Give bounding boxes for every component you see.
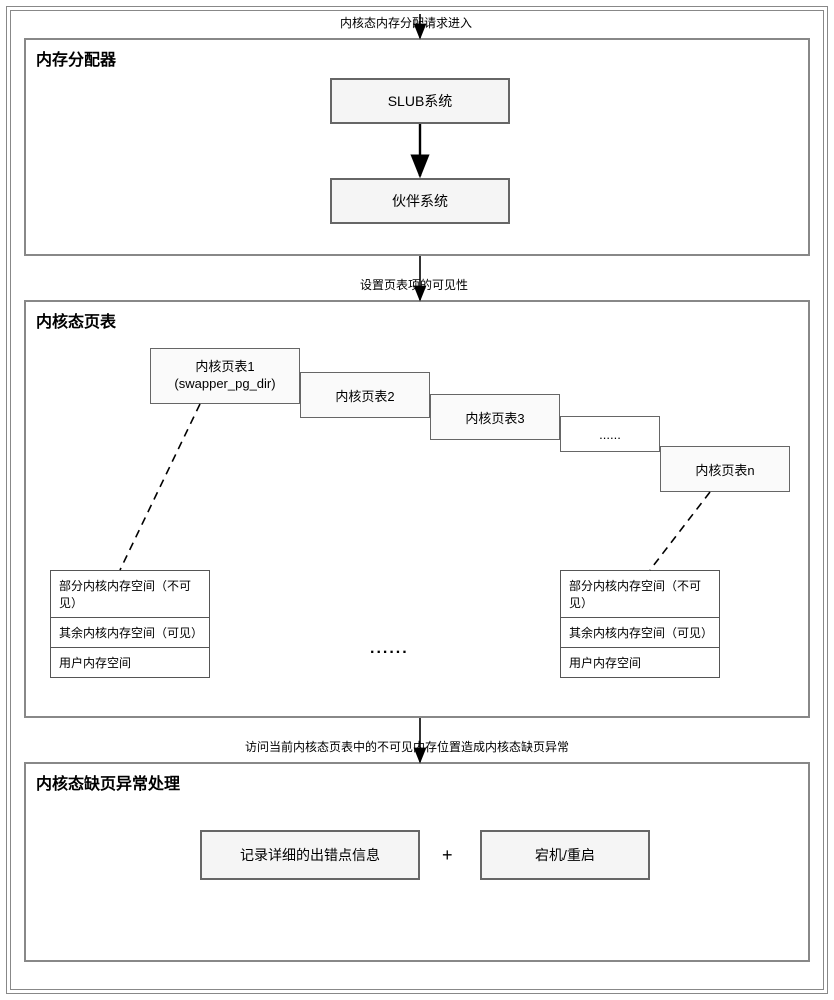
node-pt1-line2: (swapper_pg_dir) (174, 376, 275, 393)
memory-stack-right: 部分内核内存空间（不可见） 其余内核内存空间（可见） 用户内存空间 (560, 570, 720, 678)
node-buddy: 伙伴系统 (330, 178, 510, 224)
plus-label: + (442, 845, 453, 866)
section-allocator-title: 内存分配器 (36, 46, 116, 70)
section-pagetable-title: 内核态页表 (36, 308, 116, 332)
stack-left-row2: 其余内核内存空间（可见） (51, 618, 209, 648)
node-buddy-label: 伙伴系统 (392, 191, 448, 211)
node-crash-label: 宕机/重启 (535, 845, 595, 865)
section-fault-title: 内核态缺页异常处理 (36, 770, 180, 794)
node-slub-label: SLUB系统 (388, 91, 453, 111)
node-pt2-label: 内核页表2 (335, 386, 394, 405)
stack-left-row3: 用户内存空间 (51, 648, 209, 677)
set-visibility-label: 设置页表项的可见性 (360, 276, 468, 293)
node-pt1-line1: 内核页表1 (195, 359, 254, 376)
node-pt2: 内核页表2 (300, 372, 430, 418)
stack-right-row3: 用户内存空间 (561, 648, 719, 677)
memory-stack-left: 部分内核内存空间（不可见） 其余内核内存空间（可见） 用户内存空间 (50, 570, 210, 678)
node-pt-ellipsis-label: ...... (599, 427, 621, 442)
stack-ellipsis: ...... (370, 640, 409, 658)
node-crash: 宕机/重启 (480, 830, 650, 880)
node-pt-ellipsis: ...... (560, 416, 660, 452)
fault-cause-label: 访问当前内核态页表中的不可见内存位置造成内核态缺页异常 (245, 738, 569, 755)
node-ptn: 内核页表n (660, 446, 790, 492)
node-record: 记录详细的出错点信息 (200, 830, 420, 880)
node-pt3: 内核页表3 (430, 394, 560, 440)
stack-left-row1: 部分内核内存空间（不可见） (51, 571, 209, 618)
entry-label: 内核态内存分配请求进入 (340, 14, 472, 31)
stack-right-row2: 其余内核内存空间（可见） (561, 618, 719, 648)
node-ptn-label: 内核页表n (695, 460, 754, 479)
stack-right-row1: 部分内核内存空间（不可见） (561, 571, 719, 618)
node-pt3-label: 内核页表3 (465, 408, 524, 427)
node-slub: SLUB系统 (330, 78, 510, 124)
node-record-label: 记录详细的出错点信息 (240, 845, 380, 865)
node-pt1: 内核页表1 (swapper_pg_dir) (150, 348, 300, 404)
